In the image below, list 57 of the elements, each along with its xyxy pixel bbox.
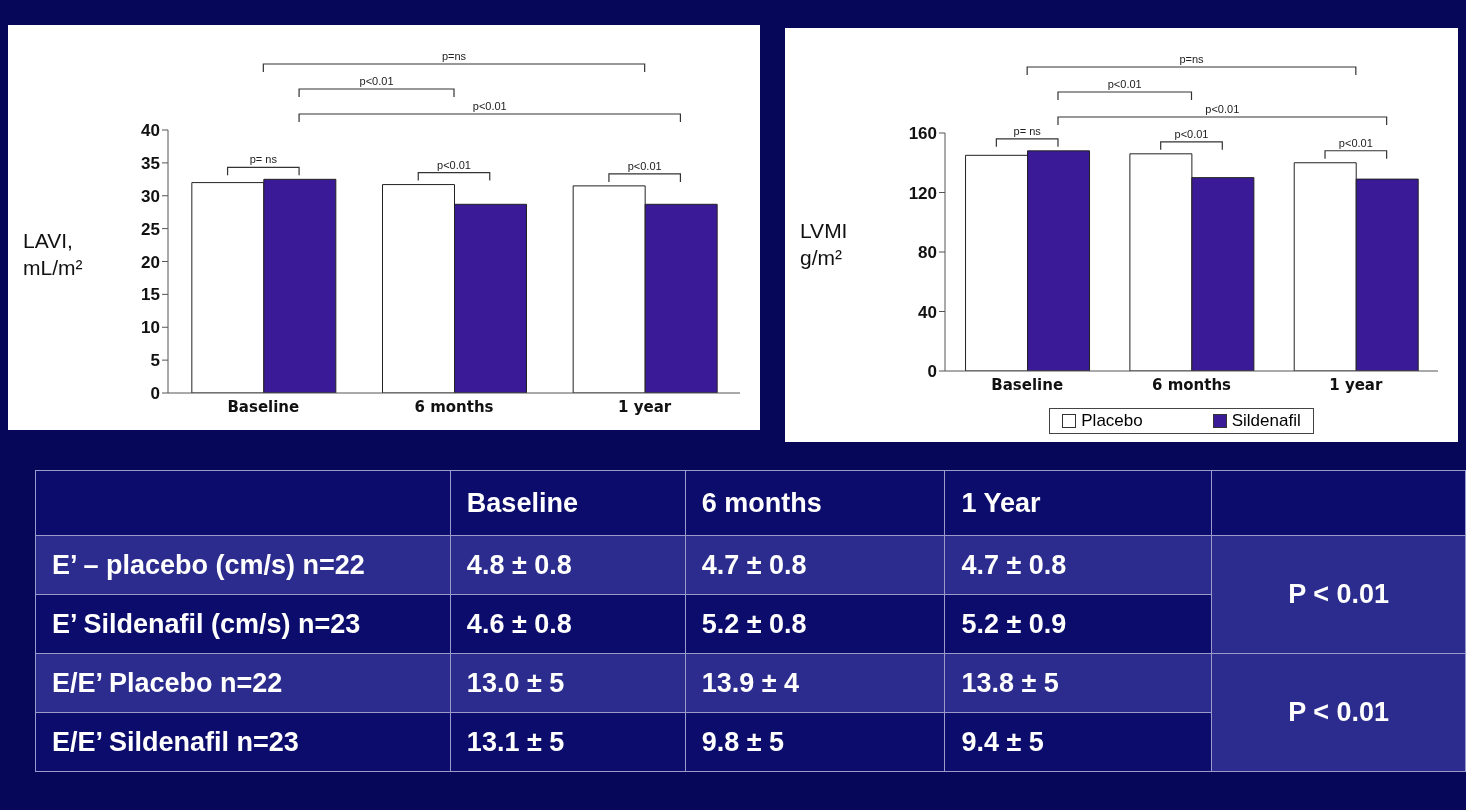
text: 4.7 ± 0.8 <box>701 549 807 580</box>
annotation: p<0.01 <box>437 158 471 171</box>
y-tick-label: 20 <box>141 252 160 272</box>
text: P < 0.01 <box>1211 653 1466 772</box>
annotation: p<0.01 <box>1174 127 1209 140</box>
y-tick-label: 5 <box>150 351 160 371</box>
text: p<0.01 <box>359 75 394 87</box>
text: 13.0 ± 5 <box>466 667 565 698</box>
category-label: E’ Sildenafil (cm/s) n=23 <box>52 608 361 639</box>
text: P < 0.01 <box>1211 535 1466 654</box>
text: 4.8 ± 0.8 <box>466 549 572 580</box>
text: p<0.01 <box>1205 103 1240 115</box>
text: 5.2 ± 0.9 <box>961 608 1067 639</box>
x-tick-label: 6 months <box>414 397 494 416</box>
category-label: 6 months <box>685 470 945 536</box>
annotation: p= ns <box>1013 124 1042 137</box>
text: p=ns <box>1179 53 1205 65</box>
y-tick-label: 0 <box>150 384 160 404</box>
x-tick-label: 6 months <box>1151 375 1232 394</box>
x-tick-label: Baseline <box>227 397 300 416</box>
x-tick-label: Baseline <box>991 375 1064 394</box>
category-label: E/E’ Sildenafil n=23 <box>52 726 299 757</box>
y-tick-label: 40 <box>918 302 937 322</box>
y-tick-label: 25 <box>141 219 160 239</box>
text: 5.2 ± 0.8 <box>701 608 807 639</box>
y-tick-label: 120 <box>908 183 937 203</box>
y-tick-label: 35 <box>141 153 160 173</box>
text: 4.7 ± 0.8 <box>961 549 1067 580</box>
x-tick-label: 1 year <box>1329 375 1383 394</box>
y-tick-label: 40 <box>141 121 160 141</box>
text: 13.8 ± 5 <box>961 667 1059 698</box>
y-tick-label: 160 <box>908 124 937 144</box>
y-tick-label: 80 <box>918 243 937 263</box>
text: 13.9 ± 4 <box>701 667 800 698</box>
text: 13.1 ± 5 <box>466 726 565 757</box>
category-label: 1 Year <box>944 470 1212 536</box>
text: 4.6 ± 0.8 <box>466 608 572 639</box>
y-tick-label: 30 <box>141 186 160 206</box>
y-axis-title: LAVI, mL/m² <box>23 227 84 281</box>
y-tick-label: 0 <box>927 362 937 382</box>
category-label: Baseline <box>450 470 686 536</box>
text: 9.4 ± 5 <box>961 726 1044 757</box>
text: p<0.01 <box>472 100 507 112</box>
y-tick-label: 15 <box>141 285 160 305</box>
text: Placebo <box>1080 411 1143 431</box>
annotation: p<0.01 <box>627 159 662 172</box>
text: p<0.01 <box>1107 78 1142 90</box>
category-label: E’ – placebo (cm/s) n=22 <box>52 549 365 580</box>
y-tick-label: 10 <box>141 318 160 338</box>
annotation: p= ns <box>249 153 278 166</box>
y-axis-title: LVMI g/m² <box>800 218 849 271</box>
x-tick-label: 1 year <box>618 397 672 416</box>
legend-label: Sildenafil <box>1230 411 1301 431</box>
annotation: p<0.01 <box>1338 136 1373 149</box>
text: p=ns <box>441 50 467 62</box>
text: 9.8 ± 5 <box>701 726 785 757</box>
category-label: E/E’ Placebo n=22 <box>52 667 283 698</box>
